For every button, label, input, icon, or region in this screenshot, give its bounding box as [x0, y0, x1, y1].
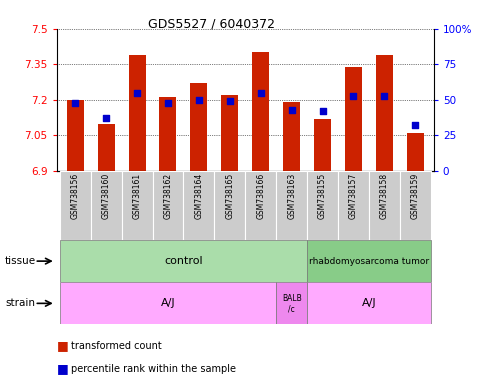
Text: tissue: tissue [5, 256, 36, 266]
Bar [60, 240, 307, 282]
Point [102, 115, 110, 121]
Text: GSM738164: GSM738164 [194, 173, 204, 219]
Text: GSM738155: GSM738155 [318, 173, 327, 219]
Bar [338, 171, 369, 240]
Bar [283, 102, 300, 171]
Point [71, 99, 79, 106]
Bar [407, 133, 424, 171]
Text: GSM738165: GSM738165 [225, 173, 234, 219]
Bar [276, 171, 307, 240]
Bar [276, 282, 307, 324]
Text: GSM738156: GSM738156 [70, 173, 80, 219]
Bar [122, 171, 152, 240]
Text: GSM738166: GSM738166 [256, 173, 265, 219]
Text: GSM738161: GSM738161 [133, 173, 141, 219]
Text: GSM738162: GSM738162 [164, 173, 173, 219]
Text: rhabdomyosarcoma tumor: rhabdomyosarcoma tumor [309, 257, 429, 266]
Bar [221, 95, 238, 171]
Bar [214, 171, 245, 240]
Bar [245, 171, 276, 240]
Bar [183, 171, 214, 240]
Point [133, 90, 141, 96]
Bar [307, 282, 431, 324]
Text: GSM738160: GSM738160 [102, 173, 110, 219]
Bar [376, 55, 393, 171]
Bar [60, 171, 91, 240]
Text: A/J: A/J [361, 298, 376, 308]
Point [257, 90, 265, 96]
Bar [314, 119, 331, 171]
Text: control: control [164, 256, 203, 266]
Bar [129, 55, 145, 171]
Bar [307, 171, 338, 240]
Bar [91, 171, 122, 240]
Text: A/J: A/J [161, 298, 176, 308]
Bar [159, 98, 176, 171]
Bar [98, 124, 115, 171]
Text: BALB
/c: BALB /c [282, 294, 302, 313]
Text: GSM738157: GSM738157 [349, 173, 358, 219]
Point [318, 108, 326, 114]
Text: GSM738158: GSM738158 [380, 173, 389, 219]
Text: transformed count: transformed count [71, 341, 162, 351]
Point [411, 122, 419, 129]
Bar [400, 171, 431, 240]
Point [288, 107, 296, 113]
Bar [190, 83, 208, 171]
Text: percentile rank within the sample: percentile rank within the sample [71, 364, 237, 374]
Point [226, 98, 234, 104]
Text: GDS5527 / 6040372: GDS5527 / 6040372 [148, 17, 275, 30]
Point [164, 99, 172, 106]
Bar [252, 53, 269, 171]
Point [350, 93, 357, 99]
Bar [67, 100, 84, 171]
Bar [307, 240, 431, 282]
Point [195, 97, 203, 103]
Text: ■: ■ [57, 339, 69, 352]
Bar [345, 67, 362, 171]
Text: ■: ■ [57, 362, 69, 375]
Bar [152, 171, 183, 240]
Text: GSM738159: GSM738159 [411, 173, 420, 219]
Text: GSM738163: GSM738163 [287, 173, 296, 219]
Text: strain: strain [5, 298, 35, 308]
Point [381, 93, 388, 99]
Bar [60, 282, 276, 324]
Bar [369, 171, 400, 240]
